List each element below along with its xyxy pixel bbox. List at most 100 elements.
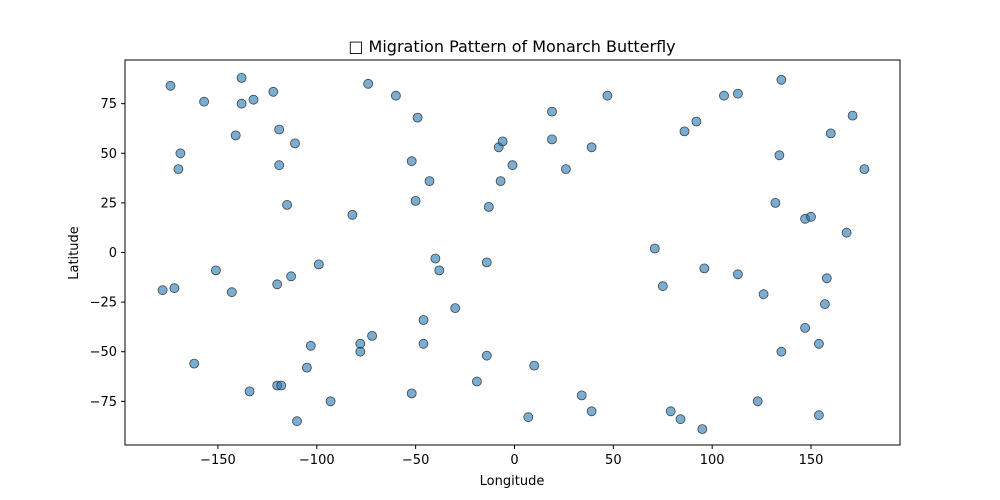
data-point — [733, 269, 743, 280]
data-point — [770, 197, 781, 208]
data-point — [301, 362, 312, 373]
data-point — [699, 263, 710, 274]
data-point — [602, 90, 613, 101]
data-point — [313, 259, 324, 270]
data-point — [507, 160, 518, 171]
data-point — [412, 112, 423, 123]
data-point — [450, 303, 461, 314]
data-point — [410, 195, 421, 206]
data-point — [424, 176, 435, 187]
data-point — [434, 265, 445, 276]
data-point — [481, 350, 492, 361]
data-point — [230, 130, 241, 141]
x-tick-label: 0 — [510, 453, 518, 468]
data-point — [325, 396, 336, 407]
data-point — [430, 253, 441, 264]
data-point — [165, 80, 176, 91]
x-tick-label: 150 — [799, 453, 824, 468]
data-point — [347, 209, 358, 220]
data-point — [719, 90, 729, 101]
data-point — [199, 96, 210, 107]
data-point — [248, 94, 259, 105]
data-point — [406, 156, 417, 167]
data-point — [649, 243, 660, 254]
data-point — [292, 416, 302, 427]
data-point — [481, 257, 492, 268]
data-point — [561, 164, 571, 175]
data-point — [286, 271, 297, 282]
y-tick-label: 0 — [109, 246, 117, 261]
y-tick-label: −50 — [90, 345, 117, 360]
data-point — [226, 287, 237, 298]
data-point — [236, 98, 247, 109]
data-point — [175, 148, 186, 159]
data-point — [236, 73, 247, 83]
y-tick-label: −75 — [90, 395, 117, 410]
data-point — [276, 380, 287, 391]
data-point — [268, 86, 279, 97]
data-point — [586, 142, 597, 153]
x-tick-label: −100 — [299, 453, 335, 468]
data-point — [210, 265, 221, 276]
data-point — [841, 227, 852, 238]
data-point — [173, 164, 184, 175]
data-point — [733, 88, 743, 99]
data-point — [189, 358, 200, 369]
data-point — [800, 322, 810, 333]
data-point — [272, 279, 283, 290]
data-point — [390, 90, 401, 101]
x-tick-label: −50 — [402, 453, 429, 468]
y-tick-label: 50 — [100, 147, 117, 162]
data-point — [529, 360, 540, 371]
data-point — [806, 211, 816, 222]
data-point — [471, 376, 482, 387]
y-tick-label: −25 — [90, 296, 117, 311]
data-point — [305, 340, 316, 351]
data-point — [576, 390, 587, 401]
data-point — [406, 388, 417, 399]
data-point — [776, 74, 787, 85]
data-point — [290, 138, 300, 149]
data-point — [495, 176, 506, 187]
y-axis-label: Latitude — [67, 226, 82, 280]
data-point — [657, 281, 668, 292]
data-point — [752, 396, 763, 407]
data-point — [679, 126, 690, 137]
data-point — [821, 273, 832, 284]
data-point — [547, 134, 557, 145]
x-tick-label: 50 — [605, 453, 622, 468]
data-point — [847, 110, 858, 121]
data-point — [497, 136, 508, 147]
data-point — [825, 128, 836, 139]
data-point — [274, 160, 285, 171]
data-point — [665, 406, 676, 417]
data-point — [691, 116, 702, 127]
data-point — [418, 315, 429, 325]
x-axis-label: Longitude — [480, 474, 545, 489]
data-point — [157, 285, 168, 296]
data-point — [523, 412, 534, 423]
data-point — [758, 289, 769, 300]
data-point — [244, 386, 255, 397]
y-tick-label: 25 — [100, 196, 117, 211]
data-point — [814, 410, 824, 421]
y-tick-label: 75 — [100, 97, 117, 112]
data-point — [418, 338, 429, 349]
data-point — [776, 346, 787, 357]
data-point — [367, 330, 378, 341]
plot-area — [125, 60, 900, 445]
x-axis: −150 −100 −50 0 50 100 150 — [200, 445, 823, 468]
data-point — [820, 299, 830, 310]
x-tick-label: −150 — [200, 453, 236, 468]
data-point — [363, 78, 374, 89]
y-axis: −75 −50 −25 0 25 50 75 — [90, 97, 125, 410]
chart-title: □ Migration Pattern of Monarch Butterfly — [348, 37, 675, 56]
data-point — [675, 414, 686, 425]
data-point — [547, 106, 557, 117]
data-point — [274, 124, 285, 135]
data-point — [483, 201, 494, 212]
data-point — [697, 424, 708, 435]
x-tick-label: 100 — [700, 453, 725, 468]
data-point — [282, 199, 293, 210]
